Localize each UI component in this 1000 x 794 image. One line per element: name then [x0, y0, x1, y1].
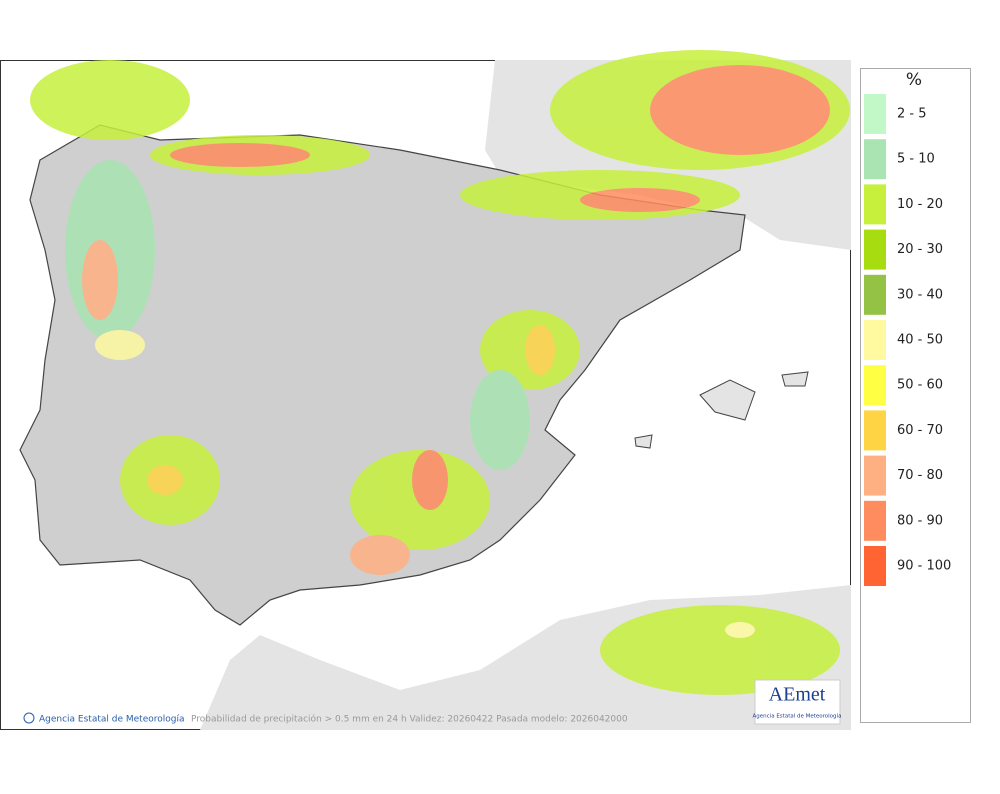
legend-label: 80 - 90 [897, 513, 943, 528]
legend-label: 70 - 80 [897, 468, 943, 483]
legend-unit: % [906, 70, 922, 90]
legend-label: 40 - 50 [897, 333, 943, 348]
map [0, 50, 851, 730]
legend-swatch [864, 410, 886, 451]
legend-swatch [864, 274, 886, 315]
menorca [781, 371, 809, 387]
legend-swatch [864, 365, 886, 406]
footer: Agencia Estatal de Meteorología Probabil… [23, 712, 628, 725]
legend-label: 20 - 30 [897, 242, 943, 257]
legend-swatch [864, 455, 886, 496]
legend-swatch [864, 500, 886, 541]
mallorca [699, 379, 756, 421]
logo-box [754, 679, 841, 725]
legend-swatch [864, 139, 886, 180]
legend-label: 30 - 40 [897, 287, 943, 302]
legend-swatch [864, 229, 886, 270]
logo: AEmet Agencia Estatal de Meteorología [753, 679, 842, 725]
legend-label: 10 - 20 [897, 197, 943, 212]
copyright-icon [23, 712, 35, 724]
legend-label: 5 - 10 [897, 152, 935, 167]
legend-label: 50 - 60 [897, 378, 943, 393]
legend-label: 60 - 70 [897, 423, 943, 438]
legend-swatch [864, 320, 886, 360]
legend: % 2 - 5 5 - 10 10 - 20 20 - 30 30 - 40 40 - 5… [860, 68, 971, 723]
logo-subtitle: Agencia Estatal de Meteorología [753, 713, 842, 720]
ibiza [634, 434, 653, 449]
precip-areas [30, 50, 850, 695]
map-caption: Probabilidad de precipitación > 0.5 mm e… [191, 714, 628, 725]
agency-credit: Agencia Estatal de Meteorología [39, 715, 185, 725]
legend-swatch [864, 94, 886, 134]
legend-label: 90 - 100 [897, 559, 951, 574]
legend-label: 2 - 5 [897, 107, 927, 122]
legend-swatch [864, 184, 886, 225]
logo-name: AEmet [769, 684, 826, 706]
legend-swatch [864, 546, 886, 586]
